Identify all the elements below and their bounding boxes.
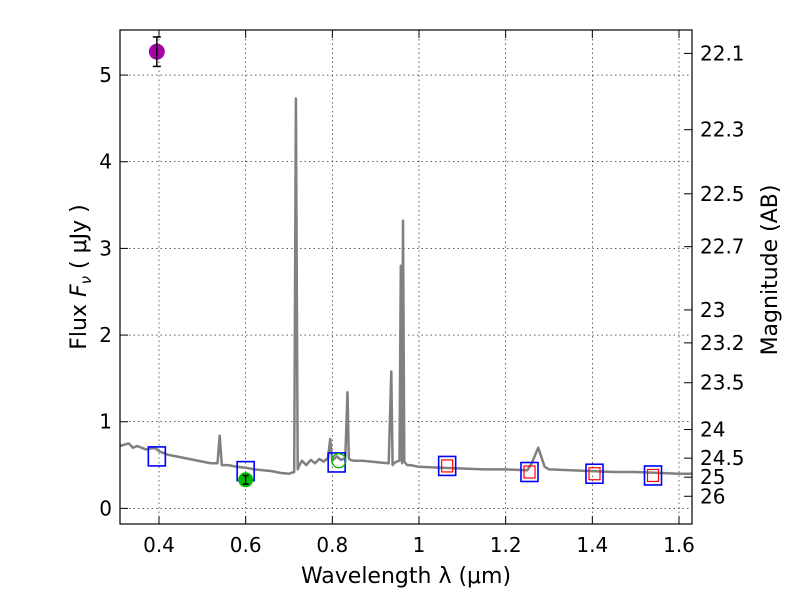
- x-tick-label: 0.4: [143, 533, 175, 557]
- grid-lines: [120, 30, 692, 524]
- y2-tick-label: 25: [700, 465, 725, 489]
- photometry-markers: [147, 36, 663, 488]
- y2-tick-label: 22.7: [700, 235, 745, 259]
- y2-tick-label: 23.5: [700, 371, 745, 395]
- y2-tick-label: 22.1: [700, 41, 745, 65]
- x-tick-label: 0.6: [230, 533, 262, 557]
- y-tick-label: 5: [99, 63, 112, 87]
- y2-tick-label: 24: [700, 418, 725, 442]
- y2-tick-label: 23.2: [700, 331, 745, 355]
- photometry-square: [437, 455, 457, 477]
- y-tick-label: 3: [99, 236, 112, 260]
- y-axis-ticks: 0 1 2 3 4 5: [99, 63, 128, 520]
- y2-tick-label: 22.3: [700, 118, 745, 142]
- y-tick-label: 4: [99, 150, 112, 174]
- y-axis-title-symbol: F: [67, 284, 92, 297]
- x-axis-title: Wavelength λ (μm): [301, 564, 511, 589]
- y2-tick-label: 24.5: [700, 446, 745, 470]
- y2-tick-label: 22.5: [700, 182, 745, 206]
- x-tick-label: 1.2: [490, 533, 522, 557]
- photometry-small-square: [523, 465, 536, 479]
- y-tick-label: 0: [99, 496, 112, 520]
- photometry-small-square: [646, 468, 660, 483]
- photometry-square: [147, 446, 167, 467]
- y-axis-title: Flux Fν ( μJy ): [67, 204, 95, 349]
- photometry-small-square: [588, 467, 601, 481]
- x-tick-label: 1: [413, 533, 426, 557]
- photometry-square: [643, 465, 663, 486]
- y2-axis-title: Magnitude (AB): [758, 185, 783, 356]
- x-axis-ticks: 0.4 0.6 0.8 1 1.2 1.4 1.6: [143, 30, 695, 557]
- y-tick-label: 1: [99, 410, 112, 434]
- photometry-square: [520, 461, 539, 483]
- x-tick-label: 1.4: [576, 533, 608, 557]
- y-tick-label: 2: [99, 323, 112, 347]
- plot-frame: [119, 29, 693, 525]
- x-tick-label: 1.6: [663, 533, 695, 557]
- spectrum-line: [119, 97, 692, 475]
- spectrum-series: [119, 97, 692, 475]
- photometry-square: [585, 463, 604, 485]
- y2-tick-label: 26: [700, 484, 725, 508]
- y-axis-title-subscript: ν: [77, 276, 95, 284]
- y-axis-title-prefix: Flux: [67, 297, 92, 350]
- x-tick-label: 0.8: [316, 533, 348, 557]
- y2-tick-label: 23: [700, 298, 725, 322]
- photometry-small-square: [441, 459, 454, 473]
- green-open-circle: [331, 453, 347, 469]
- y-axis-title-suffix: ( μJy ): [67, 204, 92, 276]
